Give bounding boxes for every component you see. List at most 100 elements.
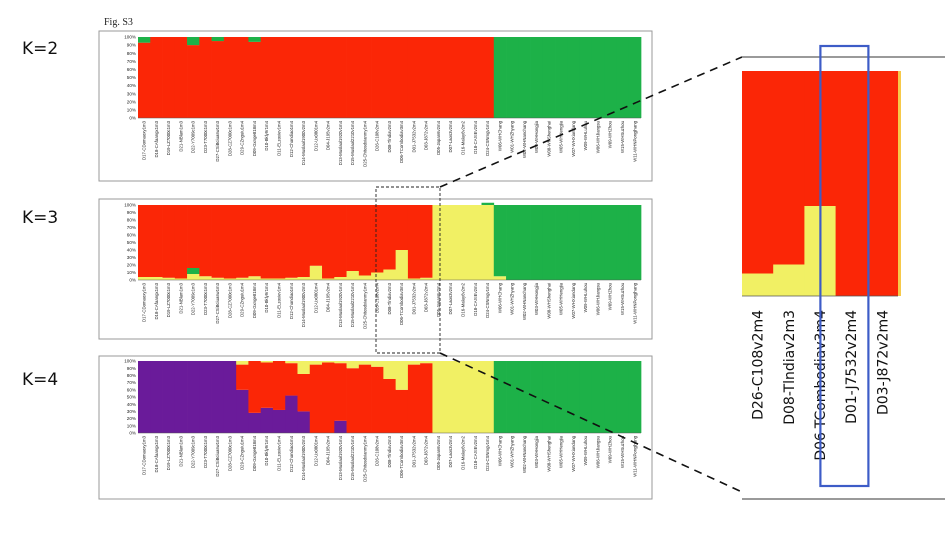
sample-label: D23-T7000c1m3	[203, 120, 208, 153]
bar-segment-red	[211, 41, 225, 118]
y-tick-label: 60%	[127, 387, 136, 392]
sample-label: D07-Laos3v2m4	[448, 435, 453, 467]
sample-label: D17-CDomaoxy1m3	[142, 120, 147, 160]
bar-segment-red	[395, 389, 409, 433]
bar-segment-yellow	[162, 277, 176, 280]
bar-segment-red	[358, 364, 372, 433]
sample-label: D17-CDomaoxy1m3	[142, 282, 147, 322]
bar-segment-red	[346, 368, 360, 433]
bar-segment-yellow	[444, 361, 458, 433]
bar-segment-yellow	[407, 278, 421, 280]
sample-label: D01-J7532v2m4	[411, 120, 416, 152]
sample-label: W03-WHHongjia	[534, 282, 539, 315]
bar-segment-red	[371, 366, 384, 433]
bar-segment-red	[395, 37, 409, 118]
sample-label: D15-Muslaol2210v1m4	[350, 435, 355, 480]
bar-segment-red	[334, 37, 347, 118]
bar-segment-yellow	[223, 278, 237, 280]
k3-label: K=3	[22, 208, 58, 228]
bar-segment-green	[567, 361, 581, 433]
sample-label: D18-CAXIEv2m4	[473, 282, 478, 315]
y-tick-label: 20%	[127, 416, 136, 421]
bar-segment-green	[616, 205, 630, 280]
bar-segment-yellow	[322, 361, 335, 363]
k2-label: K=2	[22, 39, 58, 59]
sample-label: D15-Muslaol2210v1m4	[350, 120, 355, 165]
sample-label: D19-LZ7000c1m3	[166, 282, 171, 317]
bar-segment-red	[420, 37, 433, 118]
bar-segment-yellow	[297, 361, 311, 374]
zoom-bar-segment-red	[866, 71, 899, 296]
y-tick-label: 100%	[124, 35, 136, 40]
sample-label: W06-WHChang	[497, 282, 502, 313]
sample-label: D03-J872v2m4	[424, 282, 429, 312]
y-tick-label: 20%	[127, 99, 136, 104]
bar-segment-purple	[285, 395, 298, 433]
bar-segment-green	[187, 268, 200, 274]
sample-label: W06-WHJiangsu	[595, 435, 600, 468]
y-tick-label: 80%	[127, 51, 136, 56]
bar-segment-green	[604, 361, 617, 433]
sample-label: D15-Muslaol2210v1m4	[350, 282, 355, 327]
y-tick-label: 70%	[127, 380, 136, 385]
sample-label: D07-Laos3v2m4	[448, 282, 453, 314]
bar-segment-yellow	[334, 361, 347, 364]
y-tick-label: 10%	[127, 108, 136, 113]
sample-label: D09-Gxnge818m4	[252, 435, 257, 471]
bar-segment-red	[383, 205, 396, 270]
bar-segment-yellow	[358, 361, 372, 365]
bar-segment-purple	[248, 412, 262, 433]
sample-label: D21-NBlam1m3	[178, 282, 183, 313]
sample-label: D01-J7532v2m4	[411, 435, 416, 467]
y-tick-label: 50%	[127, 240, 136, 245]
bar-segment-purple	[260, 407, 274, 433]
y-tick-label: 10%	[127, 423, 136, 428]
sample-label: W09-WHZhou	[608, 282, 613, 310]
sample-label: D27-CSiBciuasw1m3	[215, 282, 220, 323]
sample-label: D18-CAfaangx1m3	[154, 282, 159, 319]
sample-label: D06-TCombodiav3m4	[399, 435, 404, 478]
bar-segment-red	[285, 205, 298, 278]
sample-label: D12-Ux0801m4	[313, 120, 318, 151]
bar-segment-red	[236, 364, 249, 390]
y-tick-label: 30%	[127, 255, 136, 260]
sample-label: W05-WHHengjia	[559, 435, 564, 468]
sample-label: D03-J872v2m4	[424, 435, 429, 465]
sample-label: D25-Chitosdxianmy1m4	[362, 282, 367, 328]
bar-segment-red	[162, 205, 176, 278]
sample-label: D16-Malay6v2m2	[461, 435, 466, 469]
sample-label: D22-Y7009c1m3	[191, 435, 196, 468]
sample-label: D18-CAXIEv2m4	[473, 435, 478, 468]
sample-label: D27-CSiBciuasw1m3	[215, 435, 220, 476]
bar-segment-red	[481, 37, 495, 118]
bar-segment-yellow	[187, 274, 200, 280]
bar-segment-red	[150, 205, 163, 277]
bar-segment-red	[223, 205, 237, 279]
bar-segment-red	[407, 205, 421, 279]
bar-segment-red	[297, 37, 311, 118]
bar-segment-green	[542, 205, 556, 280]
sample-label: D04-J195v2m4	[326, 120, 331, 150]
zoom-bar-segment-yellow	[742, 273, 774, 296]
bar-segment-purple	[334, 420, 347, 433]
bar-segment-green	[518, 205, 531, 280]
bar-segment-purple	[187, 361, 200, 433]
bar-segment-purple	[211, 361, 225, 433]
bar-segment-yellow	[395, 250, 409, 280]
bar-segment-red	[322, 362, 335, 433]
sample-label: W06-WHChang	[497, 120, 502, 151]
bar-segment-purple	[138, 361, 151, 433]
bar-segment-red	[346, 205, 360, 271]
bar-segment-green	[567, 37, 581, 118]
y-tick-label: 0%	[129, 431, 136, 436]
bar-segment-red	[309, 364, 323, 433]
bar-segment-red	[334, 205, 347, 277]
bar-segment-green	[628, 205, 642, 280]
zoom-sample-label: D08-Tlndiav2m3	[782, 310, 798, 425]
bar-segment-red	[236, 205, 249, 278]
bar-segment-green	[248, 37, 262, 42]
bar-segment-yellow	[309, 265, 323, 280]
sample-label: W11-WHNPongjhang	[632, 282, 637, 323]
bar-segment-red	[285, 363, 298, 396]
sample-label: W07-WHXiandang	[571, 435, 576, 471]
